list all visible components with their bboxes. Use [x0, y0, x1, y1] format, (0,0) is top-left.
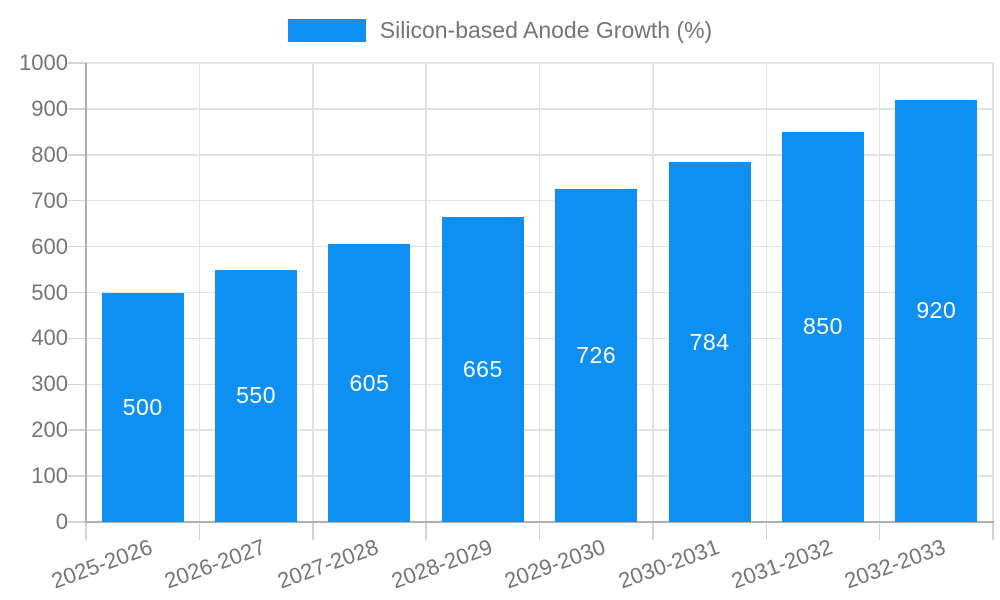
y-tick-label: 1000 — [19, 50, 68, 75]
y-tick — [68, 154, 86, 156]
bar-value-label: 920 — [916, 297, 957, 324]
bar-value-label: 605 — [349, 369, 390, 396]
y-tick — [68, 475, 86, 477]
y-tick-label: 0 — [55, 509, 68, 534]
y-tick-label: 400 — [31, 325, 68, 351]
y-tick — [68, 291, 86, 294]
x-tick — [198, 522, 201, 540]
bar[interactable]: 550 — [215, 269, 298, 522]
y-axis-line — [85, 63, 87, 523]
y-tick — [68, 245, 86, 248]
x-gridline — [765, 63, 767, 522]
y-tick — [68, 108, 86, 110]
y-tick — [68, 337, 86, 340]
x-tick — [765, 522, 767, 540]
bar-value-label: 850 — [803, 313, 843, 340]
y-tick-label: 100 — [31, 463, 68, 489]
x-tick — [652, 522, 654, 540]
y-tick-label: 500 — [31, 279, 68, 305]
bar-value-label: 784 — [689, 328, 730, 355]
y-tick-label: 900 — [31, 95, 68, 121]
x-gridline — [538, 63, 541, 522]
x-tick — [425, 522, 427, 540]
bar[interactable]: 850 — [781, 131, 864, 522]
x-tick — [878, 522, 881, 540]
x-gridline — [312, 63, 314, 522]
x-tick — [538, 522, 541, 540]
bar[interactable]: 665 — [441, 216, 524, 522]
x-tick — [85, 522, 87, 540]
x-tick — [992, 522, 994, 540]
x-axis-line — [85, 521, 994, 523]
y-tick-label: 700 — [31, 187, 68, 213]
y-tick — [68, 62, 86, 64]
bar-value-label: 550 — [236, 382, 276, 409]
bar[interactable]: 500 — [101, 292, 184, 522]
x-gridline — [425, 63, 427, 522]
x-gridline — [878, 63, 881, 522]
bar[interactable]: 784 — [668, 162, 751, 522]
y-tick-label: 300 — [31, 371, 68, 397]
y-tick — [68, 383, 86, 386]
x-tick — [312, 522, 314, 540]
bar-value-label: 500 — [122, 393, 163, 420]
x-gridline — [992, 63, 994, 522]
y-tick — [68, 429, 86, 431]
bar[interactable]: 726 — [555, 188, 638, 522]
bar-value-label: 726 — [576, 341, 617, 368]
x-gridline — [198, 63, 201, 522]
x-gridline — [652, 63, 654, 522]
y-tick-label: 800 — [31, 141, 68, 167]
bar[interactable]: 920 — [895, 99, 978, 522]
y-tick-label: 200 — [31, 417, 68, 443]
legend-swatch — [287, 18, 366, 42]
bar[interactable]: 605 — [328, 244, 411, 522]
y-tick — [68, 199, 86, 202]
legend-label: Silicon-based Anode Growth (%) — [379, 17, 713, 43]
y-tick-label: 600 — [31, 233, 68, 259]
legend-item[interactable]: Silicon-based Anode Growth (%) — [0, 17, 1000, 43]
y-tick — [68, 521, 86, 523]
bar-value-label: 665 — [462, 355, 503, 382]
